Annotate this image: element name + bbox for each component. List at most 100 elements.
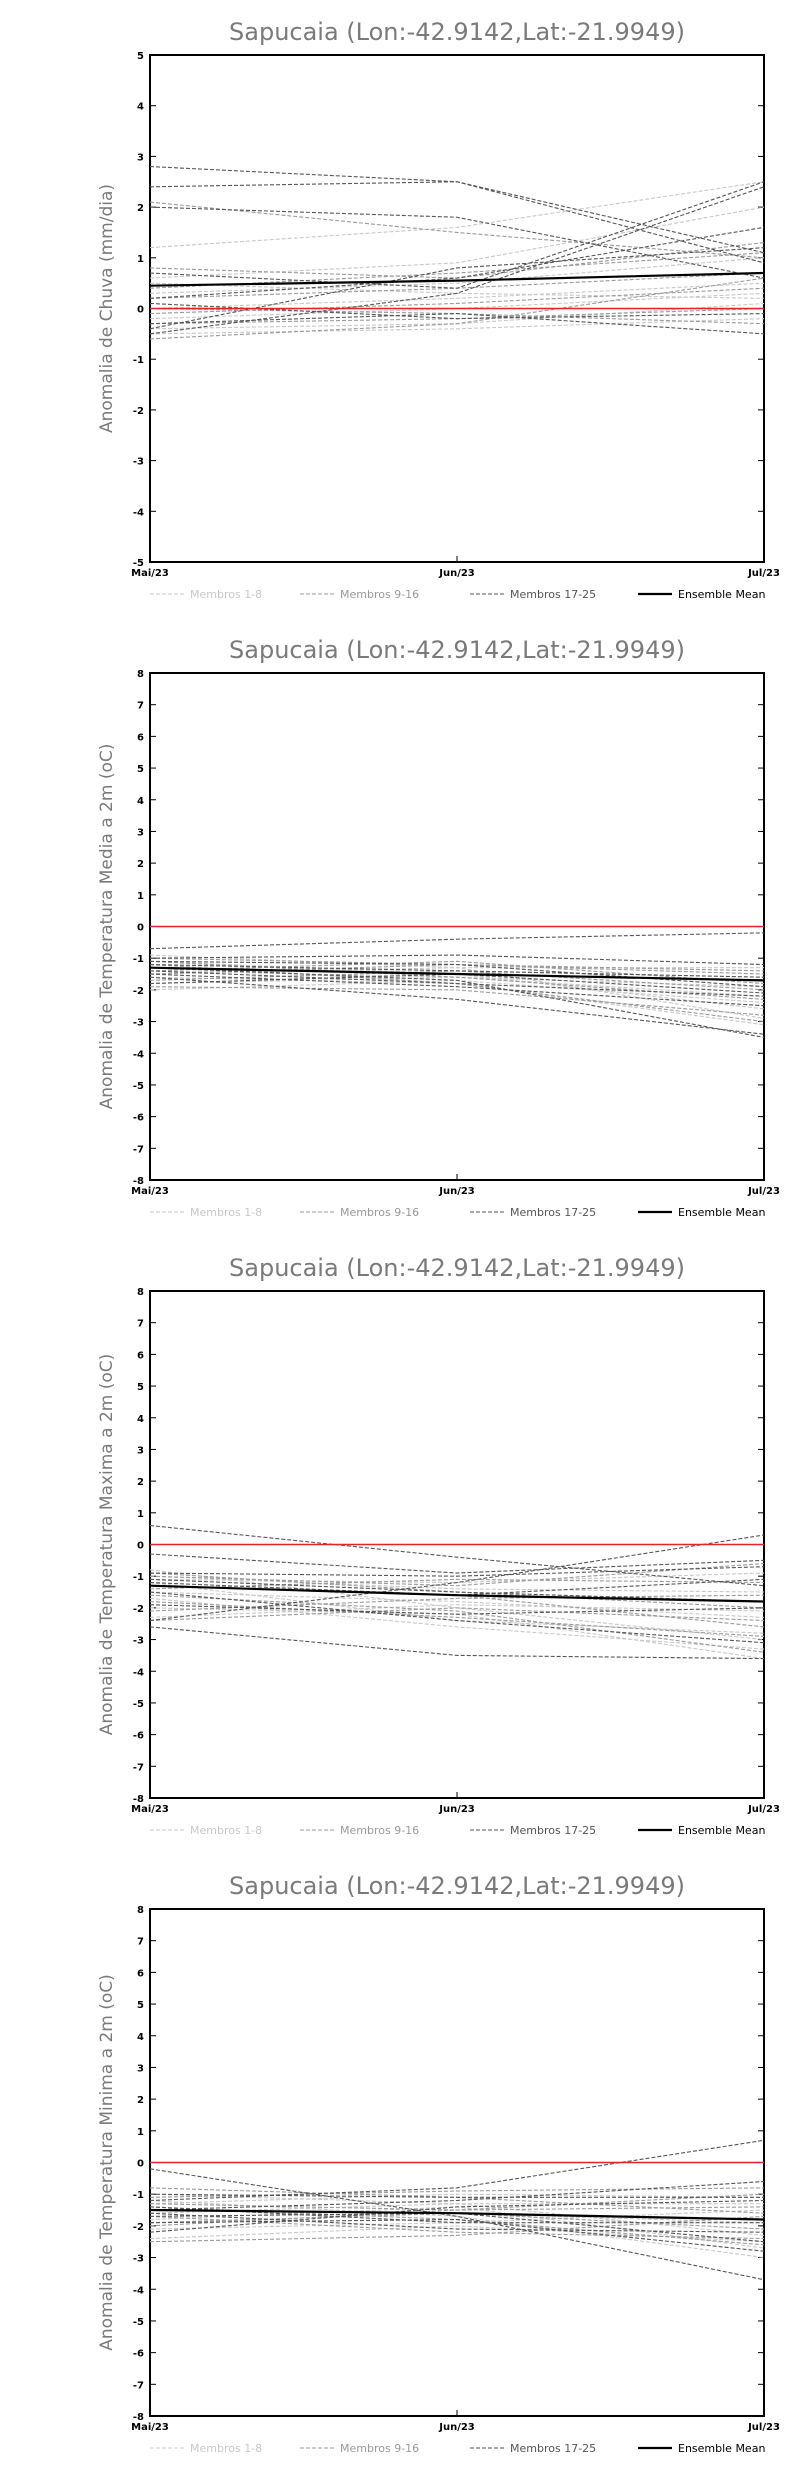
y-tick-label: 1 [137, 254, 144, 265]
member-series-line [149, 206, 765, 279]
x-tick-label: Jul/23 [747, 2422, 780, 2433]
legend-label: Membros 17-25 [510, 2442, 596, 2455]
chart-title: Sapucaia (Lon:-42.9142,Lat:-21.9949) [229, 1254, 685, 1282]
member-series-line [149, 1566, 765, 1577]
member-series-line [149, 2180, 765, 2211]
member-series-line [149, 181, 765, 249]
x-tick-label: Jul/23 [747, 568, 780, 579]
y-tick-label: 7 [137, 701, 144, 712]
x-tick-label: Jun/23 [438, 1804, 475, 1815]
y-tick-label: 6 [137, 1350, 144, 1361]
ensemble-mean-line [149, 2208, 765, 2221]
member-series-line [149, 313, 765, 335]
x-tick-label: Jun/23 [438, 1186, 475, 1197]
member-series-line [149, 2212, 765, 2233]
y-tick-label: -5 [133, 2317, 144, 2328]
y-tick-label: -6 [133, 2349, 144, 2360]
member-series-line [149, 967, 765, 1038]
y-tick-label: -2 [133, 406, 144, 417]
y-tick-label: -8 [133, 1794, 144, 1805]
member-series-line [149, 1591, 765, 1644]
legend-label: Membros 1-8 [190, 1206, 262, 1219]
member-series-line [149, 1607, 765, 1660]
x-tick-label: Jun/23 [438, 568, 475, 579]
y-tick-label: 6 [137, 1968, 144, 1979]
y-tick-label: -3 [133, 1636, 144, 1647]
y-tick-label: 8 [137, 669, 144, 680]
y-tick-label: 2 [137, 203, 144, 214]
y-tick-label: -7 [133, 1762, 144, 1773]
legend-label: Membros 9-16 [340, 2442, 419, 2455]
y-tick-label: -2 [133, 2222, 144, 2233]
ensemble-mean-line [149, 1584, 765, 1603]
y-tick-label: -2 [133, 986, 144, 997]
y-tick-label: 2 [137, 1477, 144, 1488]
y-tick-label: 5 [137, 1382, 144, 1393]
y-tick-label: 1 [137, 2127, 144, 2138]
y-tick-label: -1 [133, 1572, 144, 1583]
chart-title: Sapucaia (Lon:-42.9142,Lat:-21.9949) [229, 18, 685, 46]
chart-panel: Sapucaia (Lon:-42.9142,Lat:-21.9949) Anom… [97, 1254, 780, 1837]
member-series-line [149, 1604, 765, 1615]
legend-label: Ensemble Mean [678, 2442, 765, 2455]
y-tick-label: 4 [137, 102, 144, 113]
member-series-line [149, 970, 765, 997]
member-series-line [149, 201, 765, 259]
y-tick-label: -8 [133, 2412, 144, 2423]
member-series-line [149, 2203, 765, 2211]
y-tick-label: 3 [137, 152, 144, 163]
chart-panel: Sapucaia (Lon:-42.9142,Lat:-21.9949) Anom… [97, 636, 780, 1219]
member-series-line [149, 1572, 765, 1609]
legend-label: Membros 1-8 [190, 588, 262, 601]
member-series-line [149, 1600, 765, 1637]
y-tick-label: 4 [137, 1414, 144, 1425]
member-series-line [149, 181, 765, 289]
y-tick-label: 5 [137, 764, 144, 775]
legend-label: Membros 17-25 [510, 1824, 596, 1837]
member-series-line [149, 954, 765, 966]
y-tick-label: -5 [133, 1081, 144, 1092]
y-tick-label: 3 [137, 2063, 144, 2074]
x-tick-label: Jun/23 [438, 2422, 475, 2433]
member-series-line [149, 206, 765, 279]
legend-label: Ensemble Mean [678, 588, 765, 601]
member-series-line [149, 2193, 765, 2205]
y-tick-label: -1 [133, 954, 144, 965]
member-series-line [149, 932, 765, 950]
member-series-line [149, 986, 765, 1016]
y-tick-label: -5 [133, 558, 144, 569]
y-tick-label: 0 [137, 1541, 144, 1552]
member-series-line [149, 973, 765, 1007]
x-tick-label: Mai/23 [131, 2422, 169, 2433]
chart-panel: Sapucaia (Lon:-42.9142,Lat:-21.9949) Anom… [97, 18, 780, 601]
x-tick-label: Mai/23 [131, 568, 169, 579]
member-series-line [149, 257, 765, 294]
y-tick-label: 3 [137, 827, 144, 838]
x-tick-label: Mai/23 [131, 1804, 169, 1815]
y-tick-label: 0 [137, 923, 144, 934]
member-series-line [149, 226, 765, 299]
member-series-line [149, 318, 765, 335]
y-tick-label: 4 [137, 796, 144, 807]
member-series-line [149, 1591, 765, 1618]
y-axis-label: Anomalia de Temperatura Maxima a 2m (oC) [97, 1354, 117, 1736]
y-tick-label: -3 [133, 2254, 144, 2265]
member-series-line [149, 181, 765, 264]
y-tick-label: 2 [137, 859, 144, 870]
member-series-line [149, 1524, 765, 1587]
x-tick-label: Jul/23 [747, 1186, 780, 1197]
y-tick-label: -1 [133, 355, 144, 366]
y-tick-label: 8 [137, 1905, 144, 1916]
y-tick-label: -4 [133, 1049, 144, 1060]
legend-label: Membros 1-8 [190, 1824, 262, 1837]
member-series-line [149, 960, 765, 985]
y-tick-label: 6 [137, 732, 144, 743]
member-series-line [149, 1553, 765, 1574]
y-tick-label: -3 [133, 1018, 144, 1029]
chart-title: Sapucaia (Lon:-42.9142,Lat:-21.9949) [229, 636, 685, 664]
y-tick-label: 7 [137, 1937, 144, 1948]
member-series-line [149, 976, 765, 1035]
y-tick-label: -7 [133, 2380, 144, 2391]
